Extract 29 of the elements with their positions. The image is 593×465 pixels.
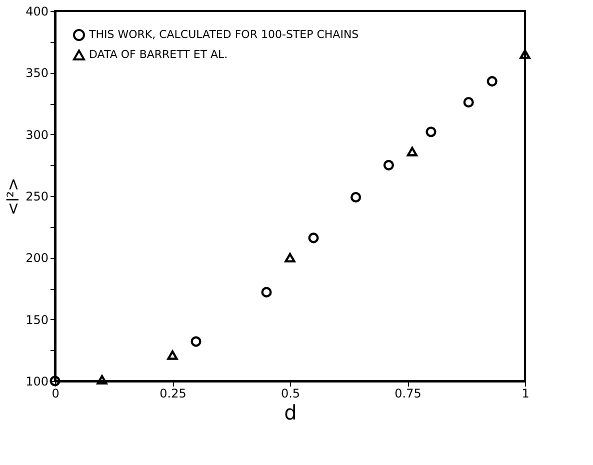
point bbox=[486, 76, 498, 87]
y-tick-label: 350 bbox=[26, 66, 48, 80]
y-axis-title: <l²> bbox=[4, 178, 23, 216]
x-tick-label: 1 bbox=[522, 386, 530, 400]
legend-label: DATA OF BARRETT ET AL. bbox=[89, 48, 228, 61]
legend-label: THIS WORK, CALCULATED FOR 100-STEP CHAINS bbox=[88, 28, 359, 41]
x-tick-label: 0.25 bbox=[160, 386, 186, 400]
x-tick-label: 0.75 bbox=[394, 386, 422, 400]
point bbox=[426, 126, 436, 138]
y-tick-label: 200 bbox=[26, 251, 48, 266]
point bbox=[406, 146, 418, 156]
point bbox=[383, 160, 394, 170]
point bbox=[463, 96, 474, 108]
point bbox=[261, 286, 272, 298]
point bbox=[520, 49, 530, 59]
y-tick-label: 300 bbox=[26, 128, 48, 142]
y-tick-label: 400 bbox=[26, 4, 48, 18]
y-tick-label: 100 bbox=[26, 374, 48, 388]
y-tick-label: 150 bbox=[26, 312, 48, 327]
x-tick-label: 0.5 bbox=[280, 386, 300, 400]
point bbox=[96, 375, 108, 384]
point bbox=[350, 192, 362, 203]
x-tick-label: 0 bbox=[52, 386, 60, 400]
point bbox=[308, 232, 319, 244]
point bbox=[167, 350, 178, 360]
y-tick-label: 250 bbox=[26, 190, 48, 204]
point bbox=[284, 252, 296, 262]
x-axis-title: d bbox=[284, 400, 297, 424]
point bbox=[190, 336, 202, 347]
